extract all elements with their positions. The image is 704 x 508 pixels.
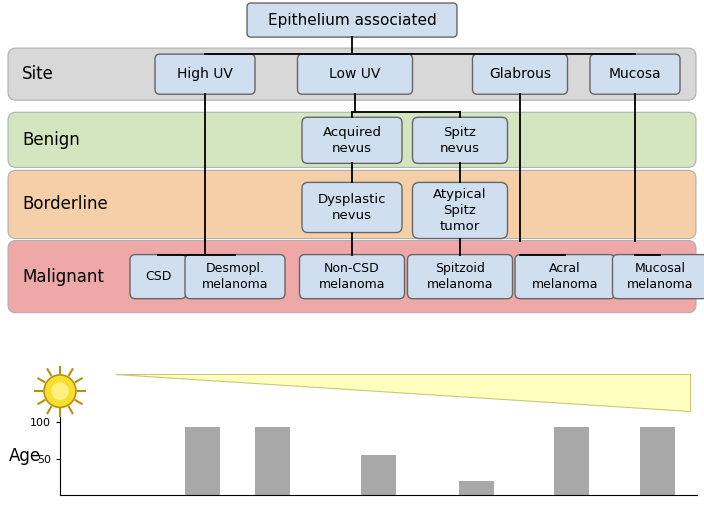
- Text: Acral
melanoma: Acral melanoma: [532, 262, 598, 291]
- Text: High UV: High UV: [177, 67, 233, 81]
- FancyBboxPatch shape: [515, 255, 615, 299]
- Text: Acquired
nevus: Acquired nevus: [322, 126, 382, 155]
- Circle shape: [51, 382, 69, 400]
- FancyBboxPatch shape: [155, 54, 255, 94]
- Text: Non-CSD
melanoma: Non-CSD melanoma: [319, 262, 385, 291]
- Text: Spitz
nevus: Spitz nevus: [440, 126, 480, 155]
- Text: Desmopl.
melanoma: Desmopl. melanoma: [202, 262, 268, 291]
- Bar: [361, 455, 396, 495]
- FancyBboxPatch shape: [302, 182, 402, 233]
- FancyBboxPatch shape: [590, 54, 680, 94]
- Text: Dysplastic
nevus: Dysplastic nevus: [318, 193, 386, 222]
- FancyBboxPatch shape: [8, 170, 696, 239]
- FancyBboxPatch shape: [298, 54, 413, 94]
- Text: Atypical
Spitz
tumor: Atypical Spitz tumor: [433, 188, 486, 233]
- Text: Spitzoid
melanoma: Spitzoid melanoma: [427, 262, 494, 291]
- FancyBboxPatch shape: [612, 255, 704, 299]
- FancyBboxPatch shape: [130, 255, 186, 299]
- Bar: [640, 428, 674, 495]
- FancyBboxPatch shape: [185, 255, 285, 299]
- Text: CSD: CSD: [145, 270, 171, 283]
- FancyBboxPatch shape: [8, 112, 696, 167]
- Text: Mucosal
melanoma: Mucosal melanoma: [627, 262, 693, 291]
- Text: Age: Age: [8, 447, 41, 465]
- Text: Mucosa: Mucosa: [609, 67, 661, 81]
- Polygon shape: [115, 374, 690, 411]
- Bar: [458, 481, 494, 495]
- Text: Benign: Benign: [22, 131, 80, 149]
- Text: Glabrous: Glabrous: [489, 67, 551, 81]
- FancyBboxPatch shape: [408, 255, 513, 299]
- Bar: [185, 428, 220, 495]
- Bar: [553, 428, 589, 495]
- FancyBboxPatch shape: [247, 3, 457, 37]
- FancyBboxPatch shape: [302, 117, 402, 164]
- Bar: [255, 428, 290, 495]
- Circle shape: [44, 375, 76, 407]
- Text: Site: Site: [22, 65, 54, 83]
- FancyBboxPatch shape: [472, 54, 567, 94]
- Text: Borderline: Borderline: [22, 196, 108, 213]
- FancyBboxPatch shape: [413, 117, 508, 164]
- Text: Epithelium associated: Epithelium associated: [268, 13, 436, 27]
- Text: Malignant: Malignant: [22, 268, 104, 285]
- FancyBboxPatch shape: [8, 241, 696, 313]
- FancyBboxPatch shape: [8, 48, 696, 100]
- Text: Low UV: Low UV: [329, 67, 381, 81]
- FancyBboxPatch shape: [413, 182, 508, 239]
- FancyBboxPatch shape: [299, 255, 405, 299]
